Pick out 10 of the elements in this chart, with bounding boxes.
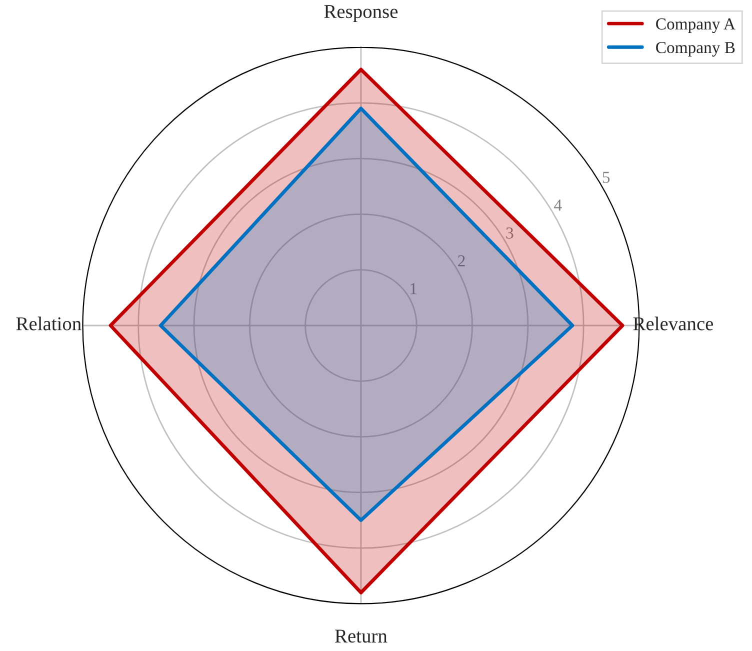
legend-label: Company B <box>656 42 735 57</box>
spoke-label: Return <box>335 630 388 643</box>
y-tick-label: 3 <box>506 227 514 239</box>
spoke-label: Relation <box>16 316 82 330</box>
y-tick-label: 1 <box>410 283 416 294</box>
y-tick-label: 2 <box>458 255 465 266</box>
y-tick-label: 4 <box>554 200 562 211</box>
y-tick-label: 5 <box>602 172 610 183</box>
legend-label: Company A <box>656 18 736 34</box>
spoke-label: Response <box>324 5 398 22</box>
